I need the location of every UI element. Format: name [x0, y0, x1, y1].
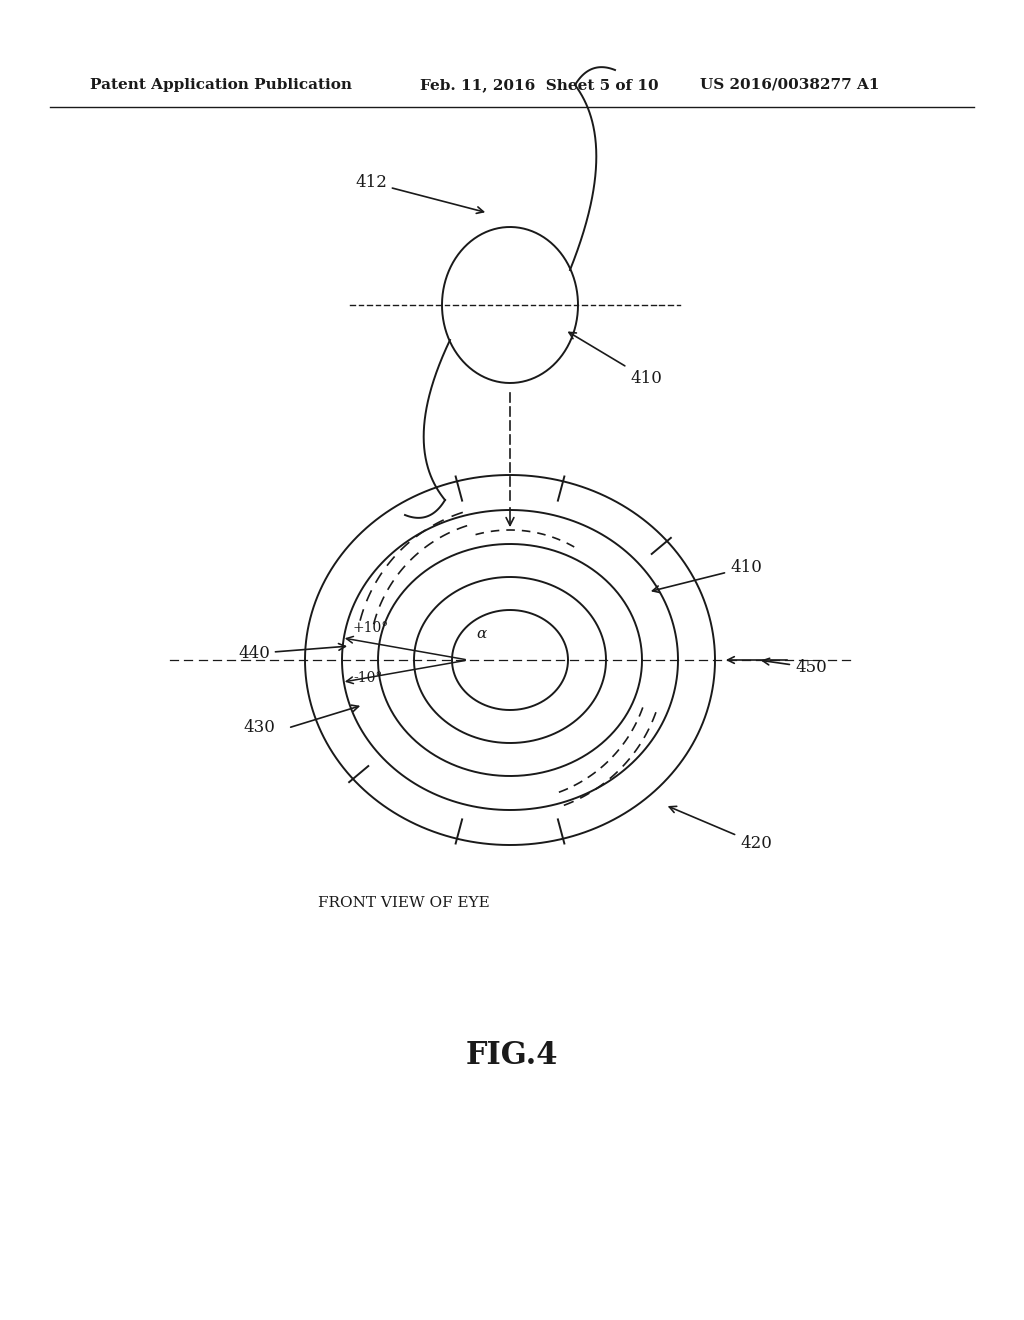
Text: US 2016/0038277 A1: US 2016/0038277 A1 [700, 78, 880, 92]
Text: 450: 450 [763, 659, 826, 676]
Text: Feb. 11, 2016  Sheet 5 of 10: Feb. 11, 2016 Sheet 5 of 10 [420, 78, 658, 92]
Text: Patent Application Publication: Patent Application Publication [90, 78, 352, 92]
Text: 410: 410 [569, 333, 662, 387]
Text: 420: 420 [670, 807, 772, 851]
Text: 410: 410 [652, 558, 762, 593]
Text: 430: 430 [243, 719, 274, 737]
Text: -10°: -10° [353, 671, 382, 685]
Text: +10°: +10° [353, 620, 389, 635]
Text: 412: 412 [355, 174, 483, 214]
Text: α: α [476, 627, 486, 642]
Text: FIG.4: FIG.4 [466, 1040, 558, 1071]
Text: 440: 440 [238, 644, 345, 663]
Text: FRONT VIEW OF EYE: FRONT VIEW OF EYE [318, 896, 489, 909]
